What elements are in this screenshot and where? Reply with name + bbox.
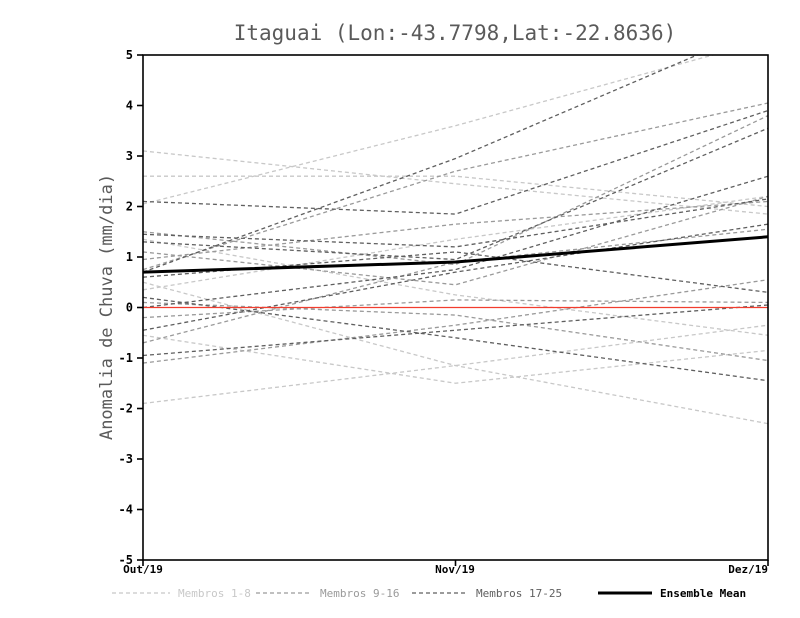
- ticks-layer: -5 -4 -3 -2 -1 0 1 2 3 4 5: [119, 48, 769, 567]
- x-tick-label-out19: Out/19: [123, 563, 163, 576]
- ensemble-member-line: [143, 175, 768, 309]
- y-tick-label: 3: [126, 149, 133, 163]
- ensemble-member-line: [143, 102, 768, 271]
- x-axis-labels: Out/19 Nov/19 Dez/19: [123, 563, 768, 576]
- series-layer: [143, 55, 768, 425]
- y-tick-label: -4: [119, 503, 133, 517]
- y-tick-label: 2: [126, 200, 133, 214]
- legend-label-ensemble-mean: Ensemble Mean: [660, 587, 746, 600]
- ensemble-member-line: [143, 228, 768, 344]
- ensemble-member-line: [143, 175, 768, 208]
- ensemble-member-line: [143, 109, 768, 215]
- y-tick-label: -3: [119, 452, 133, 466]
- ensemble-member-line: [143, 296, 768, 382]
- ensemble-member-line: [143, 279, 768, 364]
- y-axis-label: Anomalia de Chuva (mm/dia): [97, 174, 117, 440]
- y-tick-label: -1: [119, 351, 133, 365]
- y-tick-label: -2: [119, 402, 133, 416]
- ensemble-member-line: [143, 324, 768, 405]
- ensemble-member-line: [143, 299, 768, 319]
- x-tick-label-dez19: Dez/19: [728, 563, 768, 576]
- y-tick-label: 1: [126, 250, 133, 264]
- y-tick-label: 5: [126, 48, 133, 62]
- ensemble-member-line: [143, 195, 768, 291]
- ensemble-mean-line: [143, 235, 768, 274]
- x-tick-label-nov19: Nov/19: [435, 563, 475, 576]
- y-tick-label: -5: [119, 553, 133, 567]
- y-tick-label: 4: [126, 99, 133, 113]
- chart-title: Itaguai (Lon:-43.7798,Lat:-22.8636): [234, 21, 677, 45]
- chart-legend: Membros 1-8 Membros 9-16 Membros 17-25 E…: [112, 587, 746, 600]
- legend-label-membros-9-16: Membros 9-16: [320, 587, 399, 600]
- ensemble-member-line: [143, 200, 768, 261]
- ensemble-member-line: [143, 55, 716, 205]
- ensemble-member-line: [143, 115, 768, 266]
- y-tick-label: 0: [126, 301, 133, 315]
- ensemble-member-line: [143, 55, 699, 273]
- legend-label-membros-1-8: Membros 1-8: [178, 587, 251, 600]
- ensemble-member-line: [143, 238, 768, 336]
- legend-label-membros-17-25: Membros 17-25: [476, 587, 562, 600]
- ensemble-member-line: [143, 281, 768, 425]
- ensemble-member-line: [143, 334, 768, 384]
